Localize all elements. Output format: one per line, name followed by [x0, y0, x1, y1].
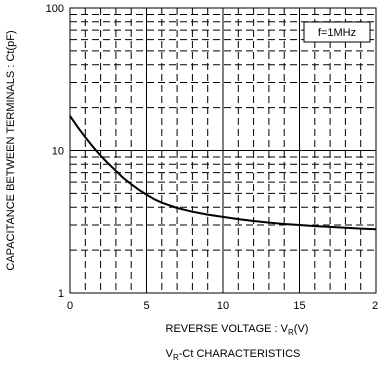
- y-tick-labels: 1 10 100: [46, 3, 64, 300]
- x-tick-label: 2: [372, 300, 378, 312]
- annotation-box: [303, 21, 371, 43]
- y-axis-title: CAPACITANCE BETWEEN TERMINALS : Ct(pF): [5, 30, 17, 270]
- frequency-annotation: f=1MHz: [303, 21, 371, 43]
- y-tick-label: 1: [58, 288, 64, 300]
- chart-caption-main: V: [166, 348, 174, 360]
- x-tick-label: 5: [143, 300, 149, 312]
- chart-caption-rest: -Ct CHARACTERISTICS: [179, 348, 301, 360]
- annotation-text: f=1MHz: [318, 27, 356, 39]
- y-tick-label: 10: [52, 146, 64, 158]
- x-tick-label: 0: [67, 300, 73, 312]
- x-tick-label: 15: [293, 300, 305, 312]
- series-line: [69, 115, 377, 231]
- x-tick-label: 10: [217, 300, 229, 312]
- grid: [69, 7, 377, 294]
- chart-caption-subscript: R: [173, 353, 179, 362]
- x-axis-title-rest: (V): [294, 323, 309, 335]
- x-tick-labels: 0 5 10 15 2: [67, 300, 378, 312]
- y-tick-label: 100: [46, 3, 64, 15]
- chart-caption: VR-Ct CHARACTERISTICS: [166, 348, 301, 362]
- series-layer: [69, 115, 377, 231]
- plot-frame: [69, 7, 377, 294]
- x-axis-title-subscript: R: [288, 328, 294, 337]
- x-axis-title: REVERSE VOLTAGE : VR(V): [166, 323, 309, 337]
- x-axis-title-main: REVERSE VOLTAGE : V: [166, 323, 289, 335]
